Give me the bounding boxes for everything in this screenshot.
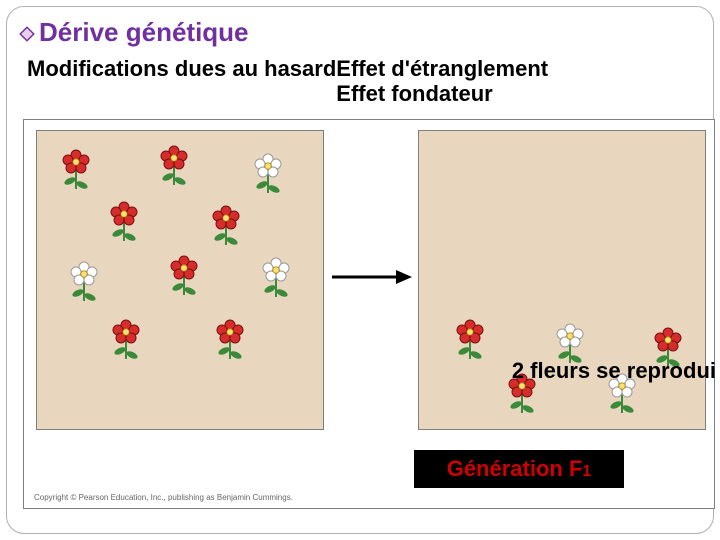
effects-list: Effet d'étranglement Effet fondateur (336, 56, 548, 107)
diamond-bullet-icon (19, 26, 36, 43)
flower-red-icon (157, 145, 191, 189)
flower-red-icon (59, 149, 93, 193)
flower-red-icon (109, 319, 143, 363)
caption-text: Génération F (447, 456, 583, 481)
copyright-text: Copyright © Pearson Education, Inc., pub… (34, 493, 293, 502)
side-annotation: 2 fleurs se reprodui (512, 358, 716, 384)
flower-white-icon (67, 261, 101, 305)
subtitle-left: Modifications dues au hasard (27, 56, 336, 82)
caption-subscript: 1 (582, 463, 591, 480)
arrow-icon (332, 268, 412, 286)
flower-white-icon (259, 257, 293, 301)
title-text: Dérive génétique (39, 17, 249, 47)
flower-red-icon (167, 255, 201, 299)
flower-red-icon (213, 319, 247, 363)
flower-white-icon (251, 153, 285, 197)
subtitle-row: Modifications dues au hasard Effet d'étr… (27, 56, 699, 107)
slide-title: Dérive génétique (21, 17, 699, 48)
slide-frame: Dérive génétique Modifications dues au h… (6, 6, 714, 534)
generation-caption: Génération F1 (414, 450, 624, 488)
effect-line-2: Effet fondateur (336, 81, 548, 106)
effect-line-1: Effet d'étranglement (336, 56, 548, 81)
diagram-area: 2 fleurs se reprodui Génération F1 Copyr… (21, 117, 699, 517)
right-population-panel (418, 130, 706, 430)
diagram-outer-box: 2 fleurs se reprodui Génération F1 Copyr… (23, 119, 715, 509)
flower-red-icon (453, 319, 487, 363)
flower-red-icon (209, 205, 243, 249)
flower-red-icon (107, 201, 141, 245)
left-population-panel (36, 130, 324, 430)
